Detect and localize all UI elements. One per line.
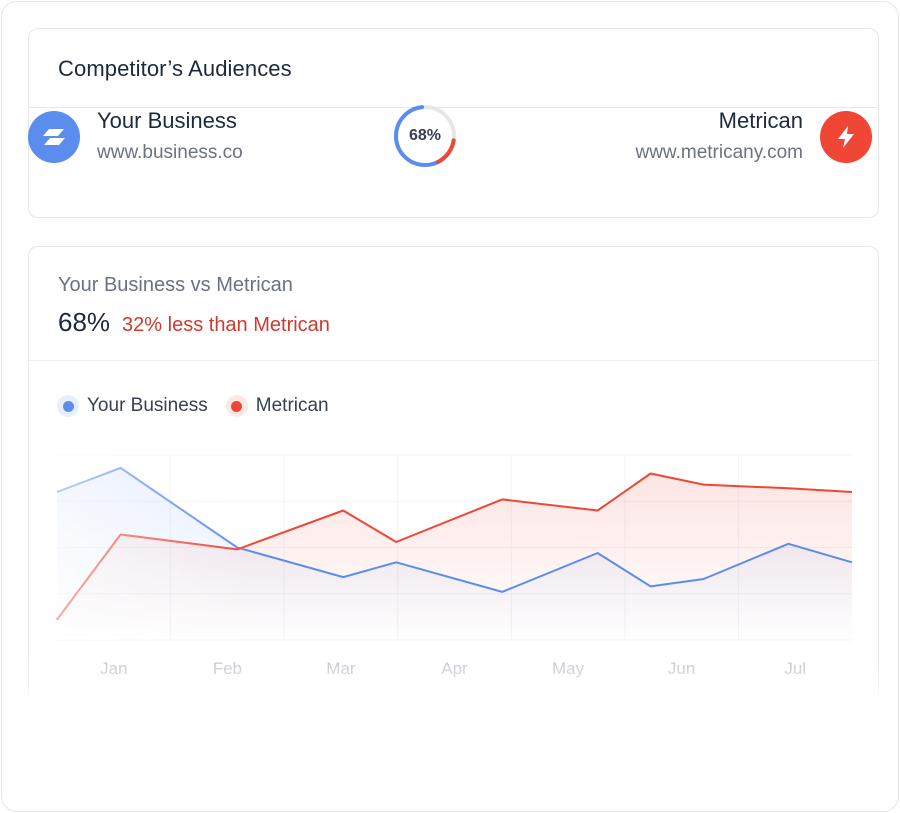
your-business-name: Your Business [97, 108, 237, 133]
legend-dot-blue [57, 395, 79, 417]
chart-subtitle: Your Business vs Metrican [58, 274, 293, 296]
ring-your-business-arc [394, 105, 456, 167]
lightning-bolt-icon [820, 111, 872, 163]
chart-bottom-fade [20, 660, 890, 720]
chart-lines [56, 435, 853, 640]
your-business-block[interactable]: Your Business www.business.co [28, 108, 243, 166]
stacked-stripes-icon [28, 111, 80, 163]
difference-text: 32% less than Metrican [122, 314, 330, 336]
competitor-card: Competitor’s Audiences [28, 28, 879, 218]
chart-left-fade [57, 435, 852, 640]
competitor-block[interactable]: Metrican www.metricany.com [635, 108, 872, 166]
your-business-url[interactable]: www.business.co [97, 142, 243, 163]
ring-competitor-arc [436, 138, 456, 164]
legend-label-your-business: Your Business [87, 395, 208, 416]
chart-legend: Your Business Metrican [57, 395, 347, 417]
legend-item-metrican[interactable]: Metrican [225, 395, 329, 417]
competitor-name: Metrican [718, 108, 803, 133]
ring-label: 68% [408, 127, 442, 144]
competitor-url[interactable]: www.metricany.com [635, 142, 803, 163]
comparison-ring [394, 105, 456, 167]
legend-dot-red [225, 395, 248, 417]
chart-header: Your Business vs Metrican 68% 32% less t… [29, 247, 878, 361]
percent-value: 68% [58, 307, 111, 337]
legend-item-your-business[interactable]: Your Business [57, 395, 208, 417]
legend-label-metrican: Metrican [255, 395, 329, 416]
card-title: Competitor’s Audiences [58, 56, 292, 81]
card-header: Competitor’s Audiences [29, 29, 878, 108]
